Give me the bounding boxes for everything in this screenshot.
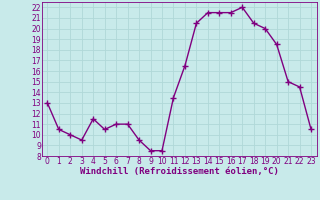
X-axis label: Windchill (Refroidissement éolien,°C): Windchill (Refroidissement éolien,°C) (80, 167, 279, 176)
